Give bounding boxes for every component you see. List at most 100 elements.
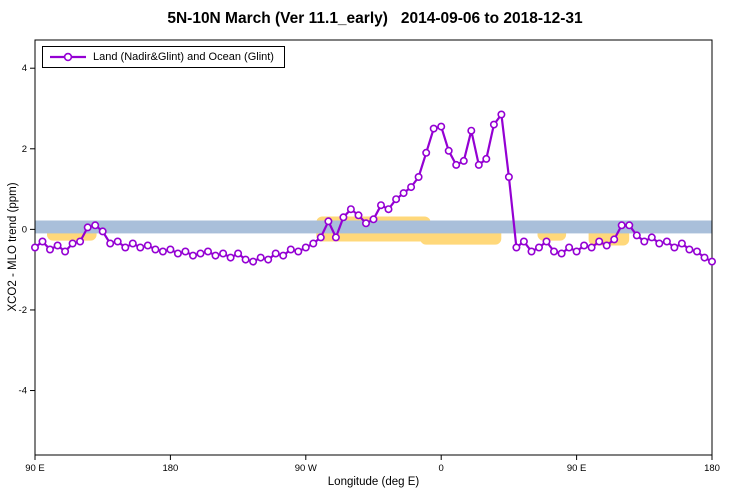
data-point-marker	[196, 249, 205, 258]
data-point-marker	[565, 243, 574, 252]
data-point-marker	[610, 235, 619, 244]
data-point-marker	[346, 205, 355, 214]
data-point-marker	[369, 215, 378, 224]
x-axis-label: Longitude (deg E)	[327, 476, 420, 488]
legend-label: Land (Nadir&Glint) and Ocean (Glint)	[93, 51, 274, 63]
data-point-marker	[256, 253, 265, 262]
data-point-marker	[700, 253, 709, 262]
data-point-marker	[580, 241, 589, 250]
data-point-marker	[173, 249, 182, 258]
x-tick-label: 0	[439, 463, 444, 474]
data-point-marker	[692, 247, 701, 256]
data-point-marker	[625, 221, 634, 230]
data-point-marker	[219, 249, 228, 258]
data-point-marker	[91, 221, 100, 230]
data-point-marker	[279, 251, 288, 260]
data-point-marker	[264, 255, 273, 264]
data-point-marker	[331, 233, 340, 242]
data-point-marker	[587, 243, 596, 252]
data-point-marker	[106, 239, 115, 248]
data-point-marker	[467, 126, 476, 135]
data-point-marker	[249, 257, 258, 266]
data-point-marker	[549, 247, 558, 256]
data-point-marker	[617, 221, 626, 230]
data-point-marker	[45, 245, 54, 254]
data-point-marker	[301, 243, 310, 252]
data-point-marker	[68, 239, 77, 248]
data-point-marker	[407, 183, 416, 192]
data-point-marker	[572, 247, 581, 256]
legend-line-sample-icon	[50, 52, 86, 62]
data-point-marker	[595, 237, 604, 246]
data-point-marker	[121, 243, 130, 252]
data-point-marker	[384, 205, 393, 214]
data-point-marker	[354, 211, 363, 220]
data-point-marker	[83, 223, 92, 232]
data-point-marker	[271, 249, 280, 258]
data-point-marker	[685, 245, 694, 254]
data-point-marker	[392, 195, 401, 204]
data-point-marker	[519, 237, 528, 246]
chart-title: 5N-10N March (Ver 11.1_early) 2014-09-06…	[167, 10, 583, 27]
data-point-marker	[204, 247, 213, 256]
x-tick-label: 90 W	[295, 463, 317, 474]
data-point-marker	[128, 239, 137, 248]
data-point-marker	[414, 173, 423, 182]
data-point-marker	[316, 233, 325, 242]
data-point-marker	[489, 120, 498, 129]
data-point-marker	[512, 243, 521, 252]
data-point-marker	[181, 247, 190, 256]
data-point-marker	[38, 237, 47, 246]
data-point-marker	[482, 154, 491, 163]
data-point-marker	[662, 237, 671, 246]
data-point-marker	[677, 239, 686, 248]
data-point-marker	[437, 122, 446, 131]
data-point-marker	[53, 241, 62, 250]
data-point-marker	[452, 160, 461, 169]
y-tick-label: 0	[22, 224, 27, 235]
data-point-marker	[602, 241, 611, 250]
y-tick-label: -2	[19, 305, 27, 316]
data-point-marker	[361, 219, 370, 228]
data-point-marker	[422, 148, 431, 157]
x-tick-label: 90 E	[567, 463, 587, 474]
data-point-marker	[640, 237, 649, 246]
data-point-marker	[542, 237, 551, 246]
y-tick-label: 2	[22, 144, 27, 155]
data-point-marker	[655, 239, 664, 248]
legend: Land (Nadir&Glint) and Ocean (Glint)	[42, 46, 285, 68]
data-point-marker	[309, 239, 318, 248]
data-point-marker	[211, 251, 220, 260]
data-point-marker	[234, 249, 243, 258]
data-point-marker	[136, 243, 145, 252]
y-tick-label: -4	[19, 386, 27, 397]
y-tick-label: 4	[22, 63, 27, 74]
data-point-marker	[497, 110, 506, 119]
data-point-marker	[151, 245, 160, 254]
x-tick-label: 90 E	[25, 463, 45, 474]
data-point-marker	[61, 247, 70, 256]
data-point-marker	[444, 146, 453, 155]
data-point-marker	[474, 160, 483, 169]
data-point-marker	[98, 227, 107, 236]
data-point-marker	[30, 243, 39, 252]
data-point-marker	[113, 237, 122, 246]
data-point-marker	[399, 189, 408, 198]
data-point-marker	[143, 241, 152, 250]
data-point-marker	[241, 255, 250, 264]
data-point-marker	[504, 173, 513, 182]
data-point-marker	[286, 245, 295, 254]
data-point-marker	[459, 156, 468, 165]
data-point-marker	[158, 247, 167, 256]
data-point-marker	[339, 213, 348, 222]
data-point-marker	[707, 257, 716, 266]
blue-zero-band	[35, 220, 712, 234]
data-point-marker	[647, 233, 656, 242]
data-point-marker	[376, 201, 385, 210]
data-point-marker	[632, 231, 641, 240]
data-point-marker	[534, 243, 543, 252]
data-point-marker	[527, 247, 536, 256]
data-point-marker	[557, 249, 566, 258]
x-tick-label: 180	[162, 463, 178, 474]
